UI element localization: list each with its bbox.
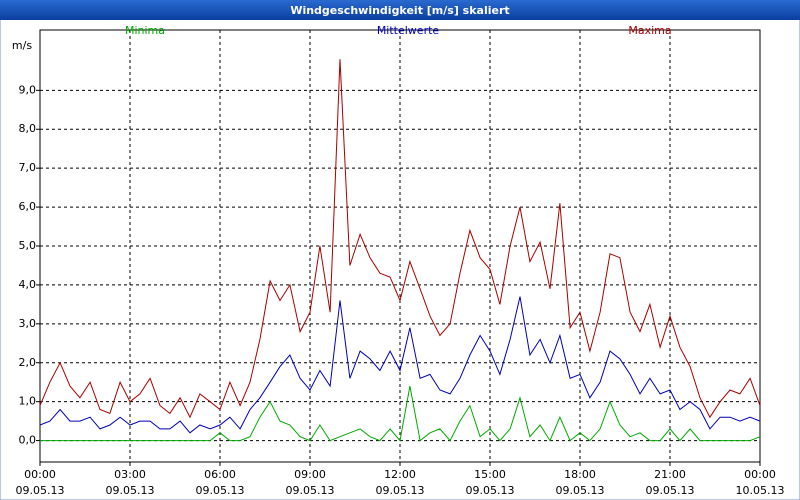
x-tick-date: 09.05.13 — [466, 484, 515, 497]
x-tick-label: 15:00 — [474, 468, 506, 481]
x-tick-date: 09.05.13 — [196, 484, 245, 497]
series-line — [40, 386, 761, 442]
y-tick-label: 8,0 — [19, 122, 37, 135]
y-tick-label: 1,0 — [19, 395, 37, 408]
y-tick-label: 9,0 — [19, 83, 37, 96]
x-tick-label: 00:00 — [744, 468, 776, 481]
y-axis-label: m/s — [12, 39, 32, 52]
x-tick-label: 12:00 — [384, 468, 416, 481]
title-bar — [0, 0, 800, 20]
y-tick-label: 3,0 — [19, 317, 37, 330]
y-tick-label: 4,0 — [19, 278, 37, 291]
x-tick-label: 09:00 — [294, 468, 326, 481]
x-tick-label: 18:00 — [564, 468, 596, 481]
series-line — [39, 296, 761, 434]
x-tick-date: 09.05.13 — [646, 484, 695, 497]
x-tick-label: 06:00 — [204, 468, 236, 481]
series-line — [39, 59, 761, 419]
y-tick-label: 7,0 — [19, 161, 37, 174]
x-tick-label: 03:00 — [114, 468, 146, 481]
legend-entry: Minima — [125, 24, 165, 37]
x-tick-date: 09.05.13 — [556, 484, 605, 497]
x-tick-date: 10.05.13 — [736, 484, 785, 497]
x-tick-date: 09.05.13 — [286, 484, 335, 497]
x-tick-label: 00:00 — [24, 468, 56, 481]
chart-title: Windgeschwindigkeit [m/s] skaliert — [290, 4, 509, 17]
legend-entry: Mittelwerte — [377, 24, 440, 37]
y-tick-label: 2,0 — [19, 356, 37, 369]
x-tick-date: 09.05.13 — [376, 484, 425, 497]
x-tick-label: 21:00 — [654, 468, 686, 481]
legend-entry: Maxima — [628, 24, 671, 37]
y-tick-label: 5,0 — [19, 239, 37, 252]
y-tick-label: 6,0 — [19, 200, 37, 213]
x-tick-date: 09.05.13 — [16, 484, 65, 497]
y-tick-label: 0,0 — [19, 434, 37, 447]
x-tick-date: 09.05.13 — [106, 484, 155, 497]
